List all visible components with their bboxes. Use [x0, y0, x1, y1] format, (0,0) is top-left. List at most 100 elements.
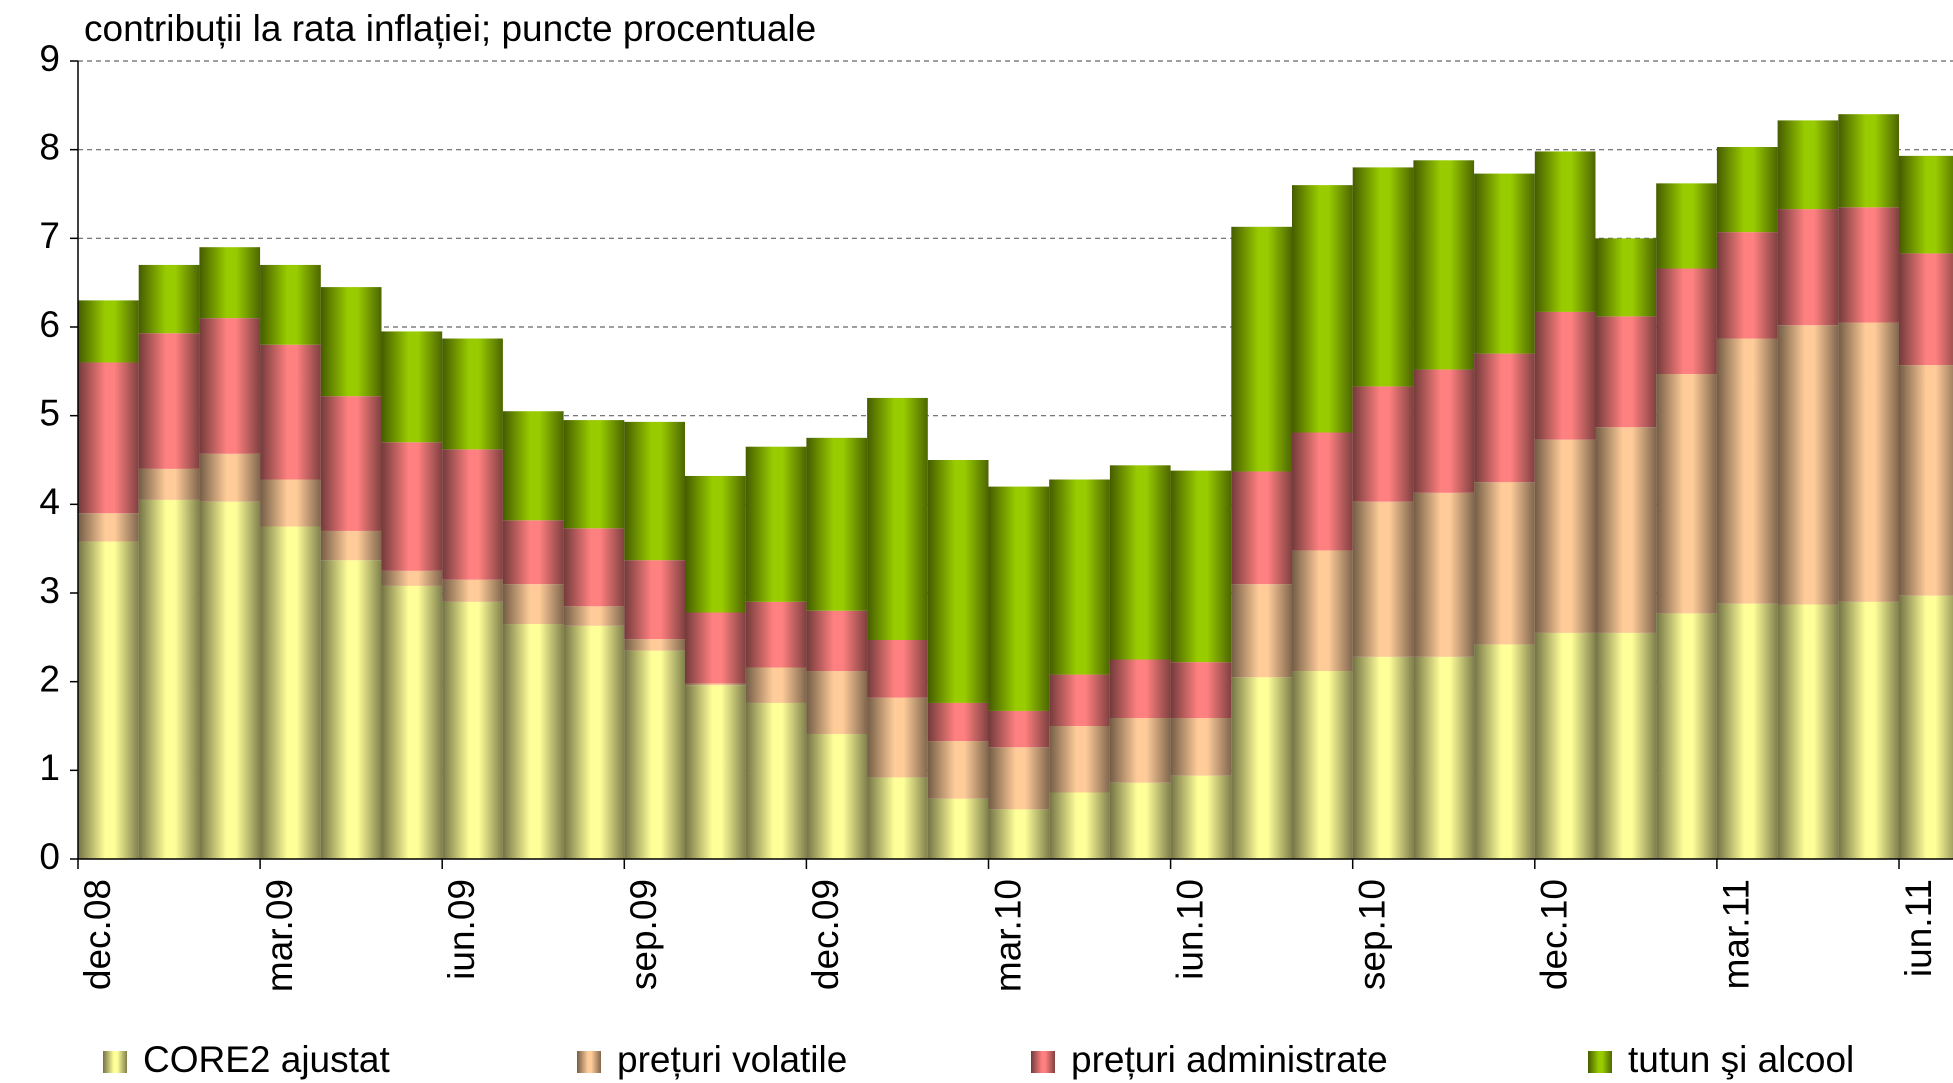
- y-tick-label: 2: [39, 658, 60, 699]
- x-tick-label: iun.09: [441, 879, 482, 980]
- bar-segment: [199, 453, 261, 502]
- bar-segment: [138, 333, 200, 469]
- bar-segment: [138, 264, 200, 334]
- bar-segment: [1474, 173, 1535, 354]
- bar-segment: [1413, 656, 1475, 859]
- bar-segment: [1838, 601, 1899, 859]
- bar-segment: [563, 606, 625, 626]
- bar-segment: [1170, 718, 1232, 776]
- bar-segment: [1595, 632, 1657, 859]
- bar-segment: [685, 683, 746, 686]
- bar-segment: [806, 437, 868, 611]
- bar-segment: [624, 639, 685, 651]
- bar-segment: [1595, 238, 1657, 317]
- bar-segment: [1170, 470, 1232, 663]
- bar-segment: [320, 287, 382, 397]
- bar-segment: [78, 513, 139, 542]
- x-tick-label: dec.08: [77, 879, 118, 990]
- bar-segment: [1474, 644, 1535, 859]
- bar-segment: [1352, 501, 1414, 657]
- bar-segment: [1231, 677, 1292, 859]
- bar-segment: [685, 475, 746, 613]
- legend-label: prețuri administrate: [1071, 1039, 1388, 1080]
- bar-segment: [624, 650, 685, 859]
- bar-segment: [1534, 632, 1596, 859]
- bar-segment: [1413, 492, 1475, 657]
- bar-segment: [685, 612, 746, 684]
- x-tick-label: sep.10: [1351, 879, 1392, 990]
- y-tick-label: 8: [39, 126, 60, 167]
- bar-segment: [1534, 439, 1596, 633]
- bar-segment: [260, 264, 321, 345]
- y-tick-label: 4: [39, 481, 60, 522]
- bar-segment: [1595, 316, 1657, 428]
- bar-segment: [442, 449, 503, 580]
- bar-segment: [988, 747, 1050, 810]
- bar-segment: [988, 710, 1050, 748]
- bar-segment: [745, 667, 807, 703]
- bar-segment: [1656, 268, 1717, 374]
- bar-segment: [138, 499, 200, 859]
- bar-segment: [1109, 782, 1171, 859]
- bar-segment: [927, 798, 989, 859]
- bar-segment: [1899, 595, 1953, 859]
- bar-segment: [1656, 183, 1717, 269]
- bar-segment: [199, 501, 261, 859]
- legend-label: prețuri volatile: [617, 1039, 847, 1080]
- bar-segment: [1474, 353, 1535, 483]
- bar-segment: [320, 560, 382, 859]
- bar-segment: [260, 479, 321, 527]
- y-tick-label: 9: [39, 38, 60, 79]
- bar-segment: [320, 530, 382, 561]
- bar-segment: [745, 446, 807, 602]
- bar-segment: [260, 344, 321, 480]
- bar-segment: [1292, 432, 1353, 551]
- bar-segment: [1474, 482, 1535, 645]
- bar-segment: [78, 300, 139, 363]
- bar-segment: [867, 639, 928, 698]
- x-tick-label: dec.09: [805, 879, 846, 990]
- bar-segment: [442, 601, 503, 859]
- legend-swatch: [103, 1051, 127, 1073]
- x-tick-label: dec.10: [1534, 879, 1575, 990]
- bar-segment: [624, 421, 685, 561]
- x-tick-label: iun.10: [1169, 879, 1210, 980]
- bar-segment: [563, 528, 625, 607]
- bar-segment: [1292, 550, 1353, 672]
- bar-segment: [806, 733, 868, 859]
- y-tick-label: 6: [39, 304, 60, 345]
- chart-title: contribuții la rata inflației; puncte pr…: [84, 8, 816, 49]
- bar-segment: [1899, 155, 1953, 254]
- bar-segment: [502, 520, 564, 585]
- bar-segment: [1716, 338, 1778, 604]
- bar-segment: [1049, 792, 1110, 859]
- x-tick-label: iun.11: [1898, 879, 1939, 977]
- bar-segment: [1656, 373, 1717, 614]
- bar-segment: [745, 601, 807, 668]
- bar-segment: [1109, 465, 1171, 660]
- bar-segment: [1777, 325, 1839, 605]
- bar-segment: [563, 625, 625, 859]
- bar-segment: [867, 697, 928, 778]
- bar-segment: [1352, 167, 1414, 387]
- bar-segment: [1838, 322, 1899, 602]
- bar-segment: [1899, 365, 1953, 596]
- x-tick-label: mar.11: [1716, 879, 1757, 989]
- bar-segment: [1292, 185, 1353, 433]
- legend-swatch: [1588, 1051, 1612, 1073]
- bar-segment: [1049, 674, 1110, 726]
- bar-segment: [381, 331, 443, 443]
- bar-segment: [1109, 718, 1171, 783]
- bar-segment: [1170, 662, 1232, 719]
- y-tick-label: 7: [39, 215, 60, 256]
- bar-segment: [745, 702, 807, 859]
- bar-segment: [1777, 604, 1839, 859]
- bar-segment: [1534, 311, 1596, 440]
- bar-segment: [927, 741, 989, 799]
- bar-segment: [867, 397, 928, 640]
- bar-segment: [1352, 656, 1414, 859]
- bar-segment: [1777, 209, 1839, 326]
- bar-segment: [1109, 659, 1171, 719]
- bar-segment: [927, 460, 989, 703]
